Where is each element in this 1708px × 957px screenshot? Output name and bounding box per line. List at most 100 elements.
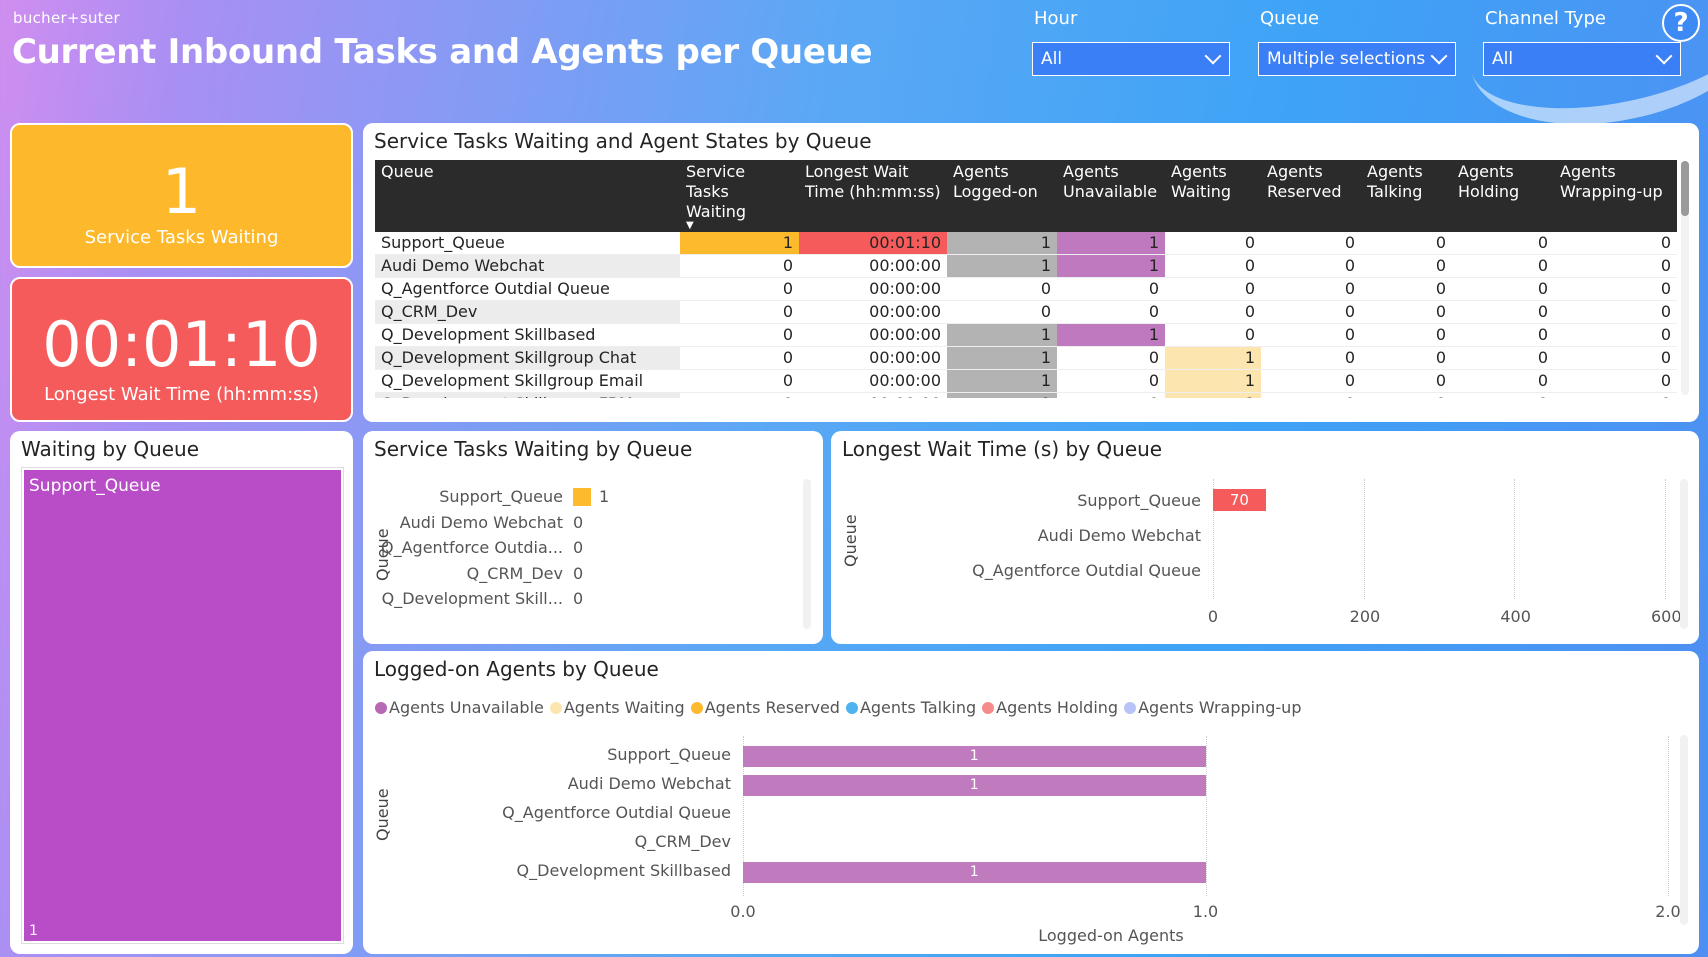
table-row[interactable]: Q_Agentforce Outdial Queue 0 00:00:00 0 0 0 0 0… [375,277,1677,302]
table-row[interactable]: Support_Queue 1 00:01:10 1 1 0 0 0 0 0 [375,232,1677,256]
table-row[interactable]: Q_Development Skillgroup Email 0 00:00:00 1… [375,369,1677,394]
agent-states-table[interactable]: Queue Service Tasks Waiting ▼ Longest Wai… [375,160,1677,398]
table-cell-value: 0 [1554,300,1677,325]
legend-item[interactable]: Agents Reserved [690,698,840,717]
table-cell-value: 0 [1361,392,1452,398]
logged-on-bar[interactable]: 1 [743,862,1206,883]
col-header-tasks-waiting[interactable]: Service Tasks Waiting ▼ [680,160,799,232]
longest-wait-gridline [1514,479,1516,599]
logged-on-agents-legend: Agents Unavailable Agents Waiting Agents R… [375,698,1301,717]
logged-on-agents-chart-card: Logged-on Agents by Queue Agents Unavail… [363,651,1699,954]
table-cell-value: 0 [680,300,799,325]
tasks-waiting-chart-card: Service Tasks Waiting by Queue Queue Sup… [363,431,823,644]
table-cell-queue: Q_Development Skillgroup Chat [375,346,680,371]
longest-wait-chart-scrollbar[interactable] [1680,479,1688,629]
table-row[interactable]: Audi Demo Webchat 0 00:00:00 1 1 0 0 0 0 0 [375,254,1677,279]
longest-wait-data-label: 70 [1229,491,1249,509]
col-header-wrapping-up[interactable]: Agents Wrapping-up [1554,160,1677,232]
channel-type-slicer-label: Channel Type [1485,8,1606,29]
legend-label: Agents Holding [996,698,1119,717]
page-title: Current Inbound Tasks and Agents per Que… [12,32,873,72]
logged-on-agents-chart-scrollbar[interactable] [1680,735,1688,925]
legend-item[interactable]: Agents Wrapping-up [1124,698,1301,717]
brand-logo: bucher+suter [13,9,120,27]
col-header-queue[interactable]: Queue [375,160,680,232]
kpi-tasks-waiting-value: 1 [161,155,202,228]
legend-dot-icon [845,701,858,714]
table-cell-value: 1 [947,254,1057,279]
table-row[interactable]: Q_Development Skillgroup FBM000:00:00101… [375,392,1677,398]
longest-wait-category-label: Q_Agentforce Outdial Queue [972,561,1201,580]
table-cell-value: 0 [947,277,1057,302]
table-row[interactable]: Q_CRM_Dev 0 00:00:00 0 0 0 0 0 0 0 [375,300,1677,325]
legend-label: Agents Reserved [704,698,840,717]
col-header-talking[interactable]: Agents Talking [1361,160,1452,232]
table-cell-value: 0 [1165,254,1261,279]
table-cell-value: 0 [1361,369,1452,394]
table-row[interactable]: Q_Development Skillgroup Chat 0 00:00:00 1 0… [375,346,1677,371]
table-cell-queue: Q_Development Skillgroup Email [375,369,680,394]
logged-on-category-label: Q_Agentforce Outdial Queue [502,803,731,822]
legend-item[interactable]: Agents Waiting [549,698,685,717]
table-row[interactable]: Q_Development Skillbased 0 00:00:00 1 1 0 0 0 0 0 [375,323,1677,348]
col-header-longest-wait[interactable]: Longest Wait Time (hh:mm:ss) [799,160,947,232]
logged-on-bar[interactable]: 1 [743,746,1206,767]
table-cell-queue: Q_Development Skillbased [375,323,680,348]
legend-label: Agents Waiting [563,698,685,717]
table-cell-value: 0 [1554,369,1677,394]
table-scrollbar-thumb[interactable] [1681,161,1689,216]
channel-type-dropdown[interactable]: All [1483,42,1681,76]
col-header-reserved[interactable]: Agents Reserved [1261,160,1361,232]
col-header-unavailable[interactable]: Agents Unavailable [1057,160,1165,232]
col-header-waiting[interactable]: Agents Waiting [1165,160,1261,232]
table-cell-value: 1 [680,232,799,256]
legend-item[interactable]: Agents Unavailable [375,698,544,717]
table-cell-value: 0 [680,369,799,394]
tasks-waiting-bar[interactable] [573,488,591,506]
table-cell-value: 0 [1261,369,1361,394]
logged-on-bar[interactable]: 1 [743,775,1206,796]
table-cell-queue: Support_Queue [375,232,680,256]
legend-dot-icon [1124,701,1137,714]
chevron-down-icon [1655,47,1673,65]
queue-dropdown[interactable]: Multiple selections [1258,42,1456,76]
waiting-by-queue-card: Waiting by Queue Support_Queue 1 [10,431,353,954]
tasks-waiting-category-label: Q_CRM_Dev [466,563,563,583]
table-cell-value: 00:00:00 [799,392,947,398]
table-cell-value: 0 [1261,277,1361,302]
treemap-tile-support-queue[interactable]: Support_Queue 1 [21,467,344,944]
legend-item[interactable]: Agents Holding [982,698,1118,717]
table-cell-value: 0 [1452,300,1554,325]
table-cell-value: 00:01:10 [799,232,947,256]
col-header-holding[interactable]: Agents Holding [1452,160,1554,232]
tasks-waiting-value-label: 0 [573,512,584,532]
longest-wait-x-tick: 0 [1207,607,1219,626]
logged-on-data-label: 1 [969,864,979,880]
table-cell-value: 0 [1261,346,1361,371]
longest-wait-bar[interactable]: 70 [1213,489,1266,511]
help-icon[interactable]: ? [1662,4,1700,42]
legend-item[interactable]: Agents Talking [845,698,976,717]
logged-on-gridline [1205,736,1207,896]
longest-wait-x-tick: 200 [1349,607,1381,626]
legend-label: Agents Wrapping-up [1138,698,1302,717]
tasks-waiting-chart-scrollbar[interactable] [803,479,811,629]
table-cell-value: 0 [1554,392,1677,398]
hour-dropdown[interactable]: All [1032,42,1230,76]
logged-on-category-label: Q_Development Skillbased [516,861,731,880]
logged-on-category-label: Q_CRM_Dev [634,832,731,851]
logged-on-agents-x-axis-label: Logged-on Agents [1038,926,1184,945]
table-cell-value: 1 [1165,346,1261,371]
table-cell-value: 1 [1057,323,1165,348]
logged-on-category-label: Support_Queue [607,745,731,764]
table-cell-value: 0 [1361,300,1452,325]
longest-wait-category-label: Support_Queue [1077,491,1201,510]
tasks-waiting-value-label: 0 [573,589,584,608]
table-cell-value: 0 [1165,232,1261,256]
col-header-logged-on[interactable]: Agents Logged-on [947,160,1057,232]
table-scrollbar[interactable] [1681,161,1689,395]
table-cell-value: 0 [1261,232,1361,256]
logged-on-x-tick: 1.0 [1192,902,1219,921]
longest-wait-chart-card: Longest Wait Time (s) by Queue Queue 0 20… [831,431,1699,644]
table-cell-value: 0 [1361,254,1452,279]
